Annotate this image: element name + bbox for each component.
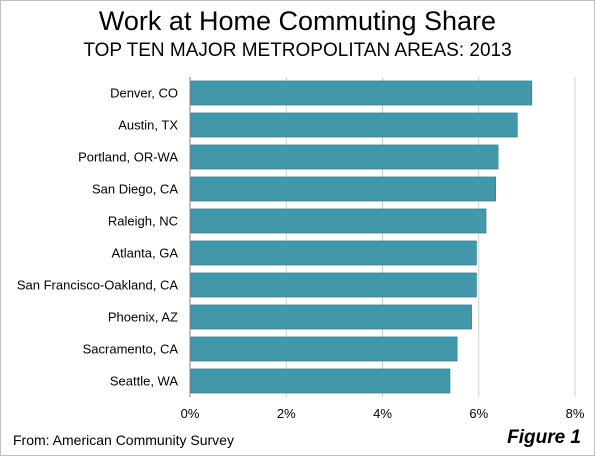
bar — [190, 144, 499, 170]
bar — [190, 336, 458, 362]
bar — [190, 272, 477, 298]
category-label: Sacramento, CA — [83, 342, 179, 357]
chart-title: Work at Home Commuting Share — [98, 6, 497, 36]
category-label: Phoenix, AZ — [108, 310, 178, 325]
source-note: From: American Community Survey — [13, 432, 234, 448]
bar — [190, 176, 496, 202]
bar — [190, 112, 518, 138]
x-tick-label: 2% — [277, 406, 296, 421]
x-tick-label: 8% — [566, 406, 585, 421]
category-label: Seattle, WA — [110, 374, 178, 389]
category-label: Portland, OR-WA — [78, 150, 178, 165]
category-label: Atlanta, GA — [112, 246, 179, 261]
x-tick-label: 4% — [373, 406, 392, 421]
category-label: San Francisco-Oakland, CA — [17, 278, 178, 293]
bar — [190, 368, 451, 394]
category-label: Denver, CO — [110, 86, 178, 101]
chart-subtitle: TOP TEN MAJOR METROPOLITAN AREAS: 2013 — [83, 40, 512, 61]
bar — [190, 304, 472, 330]
category-label: San Diego, CA — [92, 182, 178, 197]
category-label: Austin, TX — [118, 118, 178, 133]
bar — [190, 240, 477, 266]
bar — [190, 80, 533, 106]
figure-label: Figure 1 — [507, 427, 581, 448]
x-tick-label: 6% — [469, 406, 488, 421]
bar — [190, 208, 487, 234]
category-label: Raleigh, NC — [108, 214, 178, 229]
x-tick-label: 0% — [181, 406, 200, 421]
